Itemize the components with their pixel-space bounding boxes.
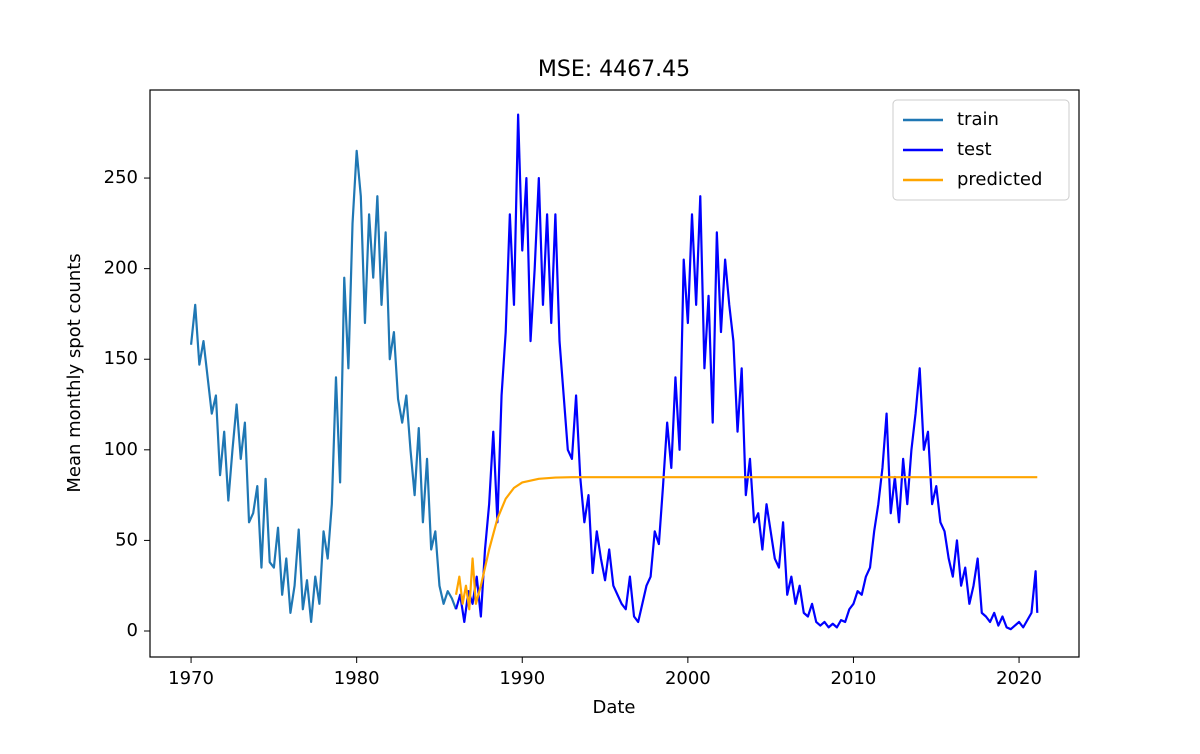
- y-tick-label: 100: [104, 439, 138, 460]
- x-tick-label: 2010: [831, 668, 877, 689]
- legend-box: [892, 99, 1070, 201]
- legend-label: predicted: [957, 169, 1042, 190]
- x-tick-label: 2020: [996, 668, 1042, 689]
- y-axis-label: Mean monthly spot counts: [64, 253, 85, 492]
- line: [189, 149, 458, 624]
- legend-label: test: [957, 139, 992, 160]
- x-tick-label: 2000: [665, 668, 711, 689]
- plot-frame: [149, 89, 1080, 658]
- x-tick-label: 1980: [334, 668, 380, 689]
- x-tick-label: 1970: [168, 668, 214, 689]
- chart-title: MSE: 4467.45: [538, 57, 690, 82]
- x-axis-label: Date: [592, 697, 635, 718]
- y-tick-label: 150: [104, 348, 138, 369]
- y-tick-label: 50: [115, 529, 138, 550]
- y-tick-label: 0: [127, 620, 138, 641]
- y-tick-label: 250: [104, 167, 138, 188]
- line: [454, 476, 1038, 611]
- legend-label: train: [957, 109, 999, 130]
- x-tick-label: 1990: [499, 668, 545, 689]
- y-tick-label: 200: [104, 258, 138, 279]
